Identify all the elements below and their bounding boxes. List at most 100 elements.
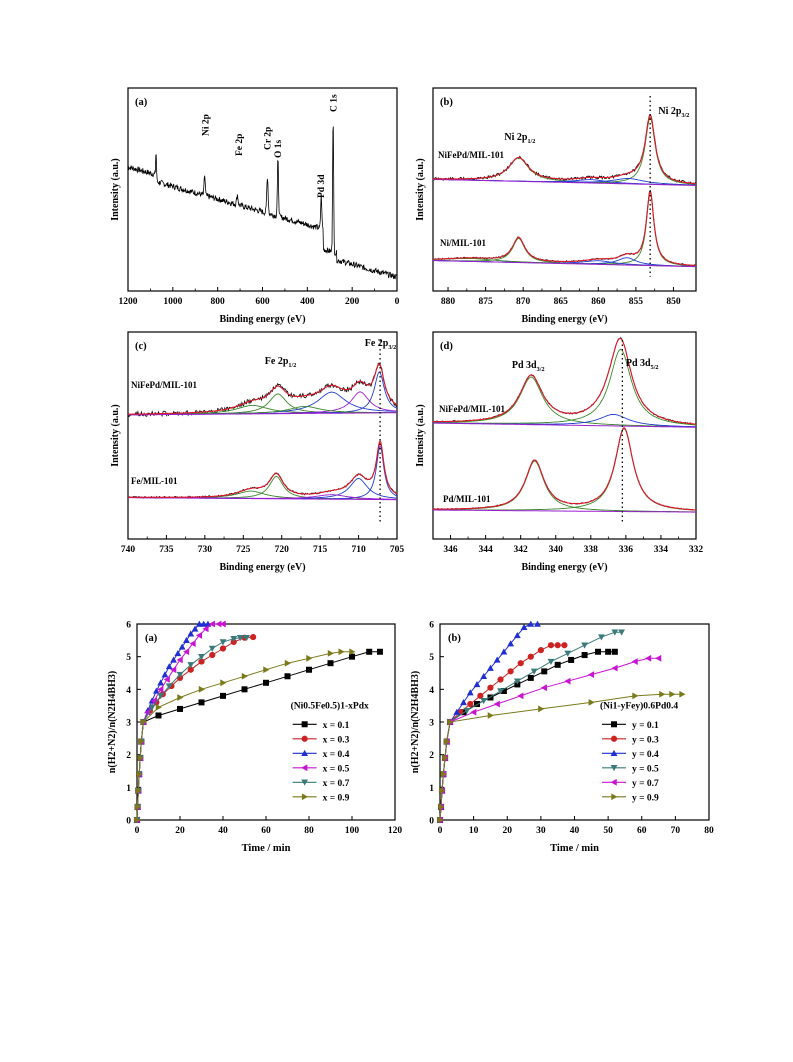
y-tick-label: 5 [429, 653, 434, 663]
trace-bottom [127, 439, 398, 501]
x-tick-label: 50 [603, 826, 613, 836]
data-point [487, 694, 494, 701]
trace-label: NiFePd/MIL-101 [131, 380, 197, 390]
x-tick-label: 20 [503, 826, 513, 836]
series-x07 [133, 635, 251, 824]
data-point [176, 671, 184, 679]
trace-label: NiFePd/MIL-101 [439, 404, 505, 414]
trace-top [432, 337, 697, 428]
xps-panel-c: 740 735 730 725 720 715 710 705 Binding energy (… [110, 331, 405, 573]
data-point [163, 676, 170, 683]
legend-entry: x = 0.1 [323, 721, 350, 731]
data-point [587, 671, 595, 679]
y-tick-label: 4 [429, 686, 434, 696]
data-point [473, 681, 481, 688]
trace-top [127, 362, 398, 418]
background-line [433, 422, 696, 428]
peak-label: Pd 3d [317, 174, 327, 198]
x-tick-label: 120 [388, 826, 403, 836]
data-point [611, 721, 618, 728]
x-tick-label: 40 [570, 826, 580, 836]
x-tick-label: 340 [549, 545, 564, 555]
legend: (Ni1-yFey)0.6Pd0.4 y = 0.1 y = 0.3 y = 0.4 y… [600, 700, 678, 803]
peak-label: Fe 2p3/2 [365, 338, 397, 351]
legend: (Ni0.5Fe0.5)1-xPdx x = 0.1 x = 0.3 x = 0.4 x… [291, 700, 369, 803]
data-point [581, 652, 588, 659]
x-tick-label: 1000 [163, 297, 182, 307]
x-tick-label: 344 [478, 545, 493, 555]
data-point [195, 632, 203, 639]
data-point [517, 692, 524, 700]
legend-entry: x = 0.5 [323, 764, 350, 774]
raw-spectrum [127, 440, 398, 499]
legend-entry: x = 0.9 [323, 793, 350, 803]
data-point [187, 662, 195, 669]
data-point [170, 656, 177, 663]
data-point [497, 676, 504, 683]
data-point [349, 653, 355, 660]
y-tick-label: 1 [429, 784, 434, 794]
x-tick-label: 338 [584, 545, 599, 555]
kinetics-chart-b: 0 10 20 30 40 50 60 70 80 0 1 2 3 4 5 6 Time / min n(H2+N… [410, 621, 714, 855]
data-point [376, 648, 383, 655]
data-point [453, 708, 461, 715]
background-line [433, 178, 696, 186]
x-tick-label: 80 [704, 826, 714, 836]
plot-frame [127, 331, 398, 540]
data-point [610, 749, 618, 756]
data-point [219, 620, 226, 628]
data-point [327, 660, 334, 667]
data-point [598, 634, 605, 641]
x-tick-label: 740 [121, 545, 136, 555]
data-point [437, 816, 444, 824]
data-point [655, 654, 662, 662]
x-tick-label: 600 [255, 297, 270, 307]
data-point [301, 721, 308, 728]
data-point [605, 648, 612, 655]
y-tick-label: 0 [429, 817, 434, 827]
data-point [610, 735, 618, 742]
data-point [527, 674, 534, 681]
data-point [144, 708, 151, 716]
x-tick-label: 720 [275, 545, 290, 555]
data-point [174, 650, 182, 657]
x-tick-label: 60 [637, 826, 647, 836]
legend-entry: x = 0.3 [323, 735, 350, 745]
data-point [338, 648, 345, 656]
data-point [611, 629, 619, 636]
data-point [301, 764, 308, 772]
data-point [480, 698, 488, 705]
data-point [679, 690, 686, 698]
series-y07 [436, 654, 662, 824]
peak-label: Pd 3d3/2 [512, 360, 545, 373]
x-tick-label: 0 [395, 297, 400, 307]
data-point [611, 793, 618, 801]
plot-frame [127, 87, 398, 292]
peak-label: Cr 2p [263, 127, 273, 150]
x-tick-label: 800 [211, 297, 226, 307]
data-point [497, 688, 504, 695]
x-axis-title: Time / min [242, 843, 291, 854]
x-axis-title: Binding energy (eV) [521, 562, 607, 573]
data-point [152, 687, 160, 694]
trace-bottom [432, 189, 697, 268]
data-point [155, 712, 162, 719]
panel-letter: (a) [135, 97, 148, 108]
series-line [439, 693, 683, 821]
data-point [611, 664, 618, 672]
x-tick-label: 334 [654, 545, 669, 555]
peak-label: Ni 2p3/2 [658, 106, 689, 119]
data-point [618, 629, 625, 636]
data-point [230, 635, 238, 643]
data-point [349, 648, 356, 656]
xps-panel-a: 1200 1000 800 600 400 200 0 Binding energy (eV)… [110, 87, 400, 325]
panel-letter: (b) [448, 633, 461, 644]
data-point [170, 666, 177, 674]
data-point [284, 673, 291, 680]
data-point [547, 658, 555, 665]
x-tick-label: 705 [390, 545, 405, 555]
legend-entry: y = 0.5 [632, 764, 659, 774]
data-point [187, 666, 194, 673]
